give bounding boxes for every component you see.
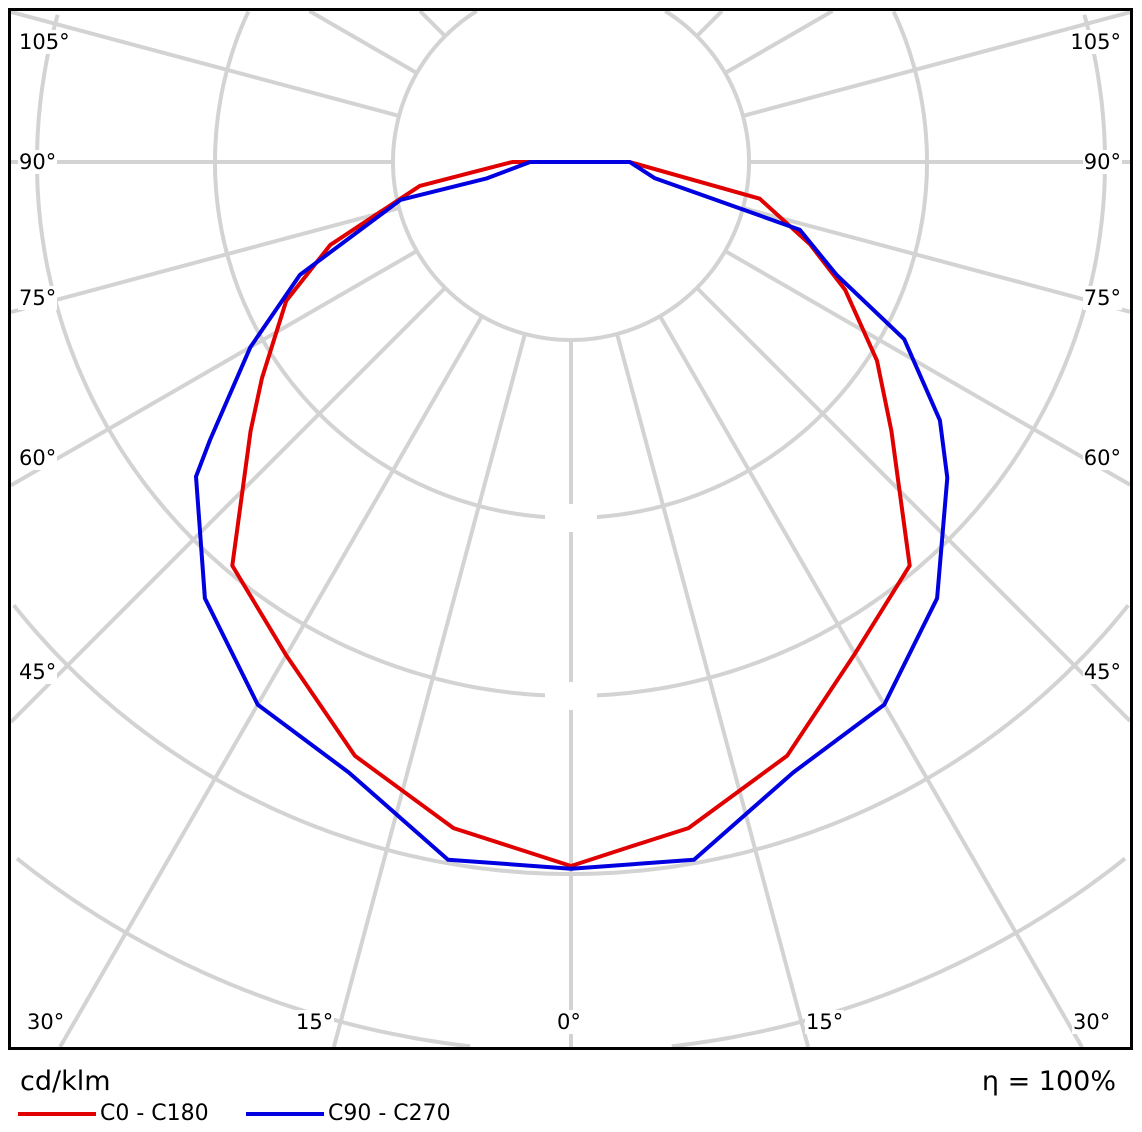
angle-label-right-60: 60° — [1082, 446, 1122, 470]
angle-label-right-90: 90° — [1082, 150, 1122, 174]
angle-label-right-105: 105° — [1069, 30, 1122, 54]
legend-item-c90-c270: C90 - C270 — [246, 1101, 451, 1126]
angle-label-left-90: 90° — [18, 150, 58, 174]
legend-swatch-blue — [246, 1111, 324, 1116]
grid-spoke — [658, 315, 1084, 1047]
grid-spoke — [695, 286, 1130, 723]
radial-label-gap — [545, 504, 597, 532]
polar-chart-frame — [8, 8, 1133, 1050]
grid-spoke — [308, 11, 418, 75]
angle-label-bottom-15-right: 15° — [805, 1010, 845, 1034]
grid-spoke — [418, 11, 447, 38]
angle-label-right-75: 75° — [1082, 286, 1122, 310]
polar-chart — [11, 11, 1130, 1047]
grid-spoke — [742, 11, 1130, 118]
series-curve-c90-c270 — [194, 160, 950, 871]
angle-label-bottom-0: 0° — [556, 1010, 582, 1034]
angle-label-bottom-15-left: 15° — [295, 1010, 335, 1034]
legend-item-c0-c180: C0 - C180 — [18, 1101, 209, 1126]
grid-ring — [35, 14, 571, 698]
grid-spoke — [58, 315, 484, 1047]
efficiency-label: η = 100% — [981, 1066, 1116, 1097]
grid-spoke — [11, 249, 418, 488]
grid-ring — [15, 856, 471, 1047]
legend-swatch-red — [18, 1111, 96, 1116]
legend-label: C0 - C180 — [100, 1101, 209, 1126]
radial-label-gap — [545, 682, 597, 710]
angle-label-left-60: 60° — [18, 446, 58, 470]
grid-ring — [571, 11, 751, 342]
legend-label: C90 - C270 — [328, 1101, 451, 1126]
grid-ring — [571, 14, 1107, 698]
angle-label-bottom-30-right: 30° — [1072, 1010, 1112, 1034]
grid-spoke — [11, 11, 400, 118]
unit-label: cd/klm — [20, 1066, 111, 1097]
grid-ring — [391, 11, 571, 342]
grid-spoke — [615, 333, 811, 1047]
grid-spoke — [11, 206, 400, 314]
grid-ring — [571, 11, 929, 520]
grid-spoke — [695, 11, 724, 38]
angle-label-left-45: 45° — [18, 660, 58, 684]
angle-label-bottom-30-left: 30° — [26, 1010, 66, 1034]
grid-spoke — [724, 11, 834, 75]
angle-label-left-75: 75° — [18, 286, 58, 310]
series-curve-c0-c180 — [230, 160, 912, 868]
grid-spoke — [11, 286, 447, 724]
grid-spoke — [331, 333, 527, 1047]
angle-label-right-45: 45° — [1082, 660, 1122, 684]
grid-ring — [571, 603, 1130, 876]
angle-label-left-105: 105° — [18, 30, 71, 54]
grid-spoke — [724, 249, 1130, 487]
grid-ring — [671, 856, 1127, 1047]
grid-ring — [12, 603, 571, 876]
grid-spoke — [742, 206, 1130, 314]
